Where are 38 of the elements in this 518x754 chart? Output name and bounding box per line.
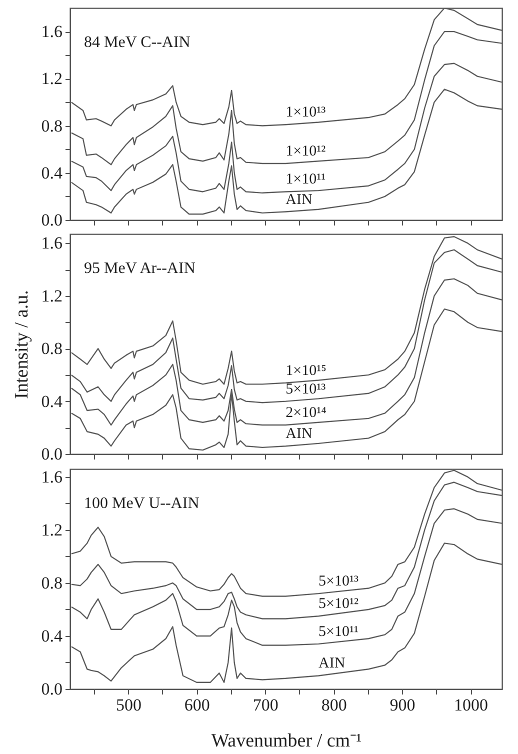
x-tick-label: 700: [252, 696, 278, 714]
x-tick-label: 600: [184, 696, 210, 714]
y-tick-label: 0.8: [41, 116, 62, 136]
text: 84 MeV C--AIN: [84, 34, 191, 51]
series-label: 1×10¹¹: [286, 172, 326, 188]
y-tick-label: 0.4: [41, 392, 63, 411]
y-tick-label: 0.8: [41, 339, 62, 358]
text: 95 MeV Ar--AIN: [84, 260, 196, 277]
series-label: 5×10¹¹: [318, 624, 358, 640]
y-tick-label: 0.0: [41, 680, 62, 698]
y-tick-label: 1.6: [41, 467, 62, 486]
series-label: 2×10¹⁴: [286, 405, 326, 422]
series-label: 1×10¹²: [286, 143, 326, 160]
x-tick-label: 1000: [454, 696, 488, 714]
x-tick-label: 500: [116, 696, 142, 714]
x-tick-label: 900: [390, 696, 416, 714]
x-axis-title: Wavenumber / cm⁻¹: [211, 730, 362, 752]
y-tick-label: 0.0: [41, 444, 62, 464]
series-label: 5×10¹²: [318, 596, 359, 612]
series-label: 1×10¹³: [286, 104, 326, 121]
y-tick-label: 1.2: [41, 69, 62, 88]
y-tick-label: 0.0: [41, 210, 62, 230]
series-label: AIN: [318, 656, 346, 672]
series-label: 1×10¹⁵: [286, 362, 326, 379]
x-tick-label: 800: [321, 696, 347, 714]
y-tick-label: 0.4: [41, 626, 63, 646]
series-label: 5×10¹³: [318, 574, 359, 590]
y-tick-label: 1.2: [41, 520, 62, 540]
y-tick-label: 0.8: [41, 573, 62, 592]
y-axis-title: Intensity / a.u.: [11, 290, 32, 399]
y-tick-label: 0.4: [41, 163, 63, 182]
y-tick-label: 1.6: [41, 234, 62, 253]
text: 100 MeV U--AIN: [84, 495, 200, 512]
series-label: AIN: [286, 192, 312, 208]
y-tick-label: 1.2: [41, 286, 62, 306]
y-tick-label: 1.6: [41, 22, 62, 42]
series-label: AIN: [286, 426, 312, 442]
series-label: 5×10¹³: [286, 381, 326, 398]
